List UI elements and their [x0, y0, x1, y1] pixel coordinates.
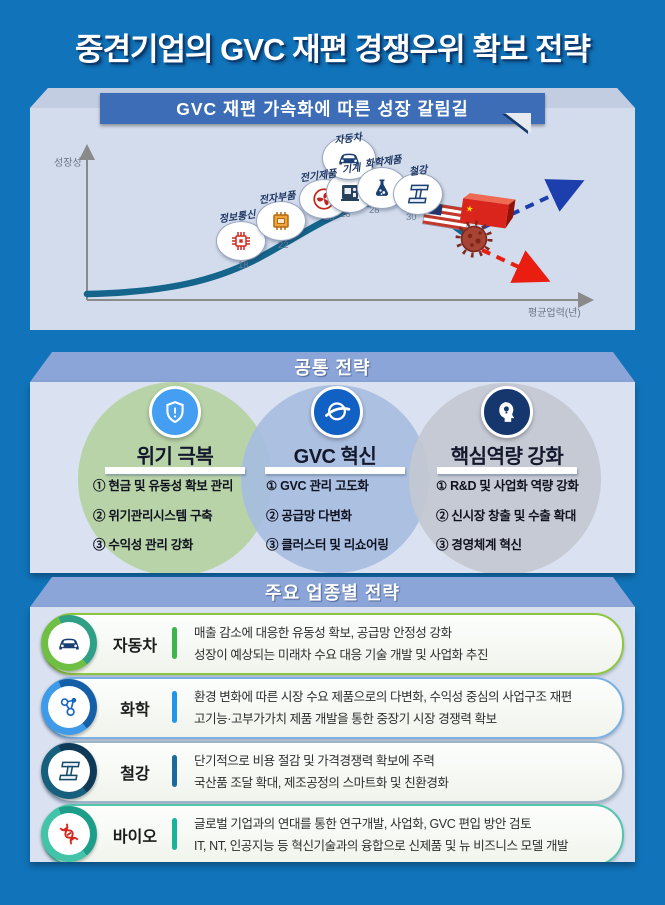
divider-bar — [172, 691, 177, 723]
title-underline — [437, 467, 577, 474]
steel-beam-icon — [405, 181, 431, 207]
divider-bar — [172, 818, 177, 850]
machine-icon — [338, 180, 362, 204]
chip-icon — [269, 209, 293, 233]
steel-beam-glyph — [58, 761, 80, 781]
common-strategy-panel: 위기 극복 GVC 혁신 핵심역량 강화 ① 현금 및 유동성 확보 관리 ② … — [30, 382, 635, 573]
age-tick: 26 — [340, 209, 351, 220]
strategy-line: 단기적으로 비용 절감 및 가격경쟁력 확보에 주력 — [194, 754, 435, 768]
steel-beam-icon — [41, 743, 97, 799]
industry-row-automobile: 자동차 매출 감소에 대응한 유동성 확보, 공급망 안정성 강화 성장이 예상… — [41, 613, 624, 675]
node-electronic-parts — [256, 201, 306, 241]
crisis-items: ① 현금 및 유동성 확보 관리 ② 위기관리시스템 구축 ③ 수익성 관리 강… — [93, 472, 233, 561]
age-tick: 30 — [406, 212, 417, 223]
industry-lines: 환경 변화에 따른 시장 수요 제품으로의 다변화, 수익성 중심의 사업구조 … — [194, 679, 572, 737]
industry-name: 화학 — [120, 702, 150, 719]
group-title: 핵심역량 강화 — [450, 446, 564, 468]
china-flag-icon — [460, 192, 516, 229]
common-strategy-header-label: 공통 전략 — [294, 358, 371, 378]
industry-lines: 글로벌 기업과의 연대를 통한 연구개발, 사업화, GVC 편입 방안 검토 … — [194, 806, 569, 862]
group-title: 위기 극복 — [136, 446, 214, 468]
list-item: ③ 수익성 관리 강화 — [93, 538, 194, 552]
node-automobile — [322, 136, 376, 180]
strategy-line: 매출 감소에 대응한 유동성 확보, 공급망 안정성 강화 — [194, 626, 452, 640]
gvc-items: ① GVC 관리 고도화 ② 공급망 다변화 ③ 클러스터 및 리쇼어링 — [266, 472, 389, 561]
icon-inner — [48, 750, 90, 792]
age-tick: 18 — [238, 260, 249, 271]
head-glyph — [499, 402, 515, 422]
strategy-line: 성장이 예상되는 미래차 수요 대응 기술 개발 및 사업화 추진 — [194, 648, 489, 662]
globe-glyph — [325, 402, 351, 421]
list-item: ② 신시장 창출 및 수출 확대 — [436, 508, 577, 523]
divider-bar — [172, 627, 177, 659]
page-title: 중견기업의 GVC 재편 경쟁우위 확보 전략 — [74, 32, 591, 67]
strategy-line: IT, NT, 인공지능 등 혁신기술과의 융합으로 신제품 및 뉴 비즈니스 … — [194, 839, 569, 853]
downside-arrow — [482, 250, 536, 275]
list-item: ② 위기관리시스템 구축 — [93, 508, 213, 523]
age-tick: 22 — [278, 240, 289, 251]
divider-bar — [172, 755, 177, 787]
car-icon — [334, 145, 364, 171]
x-axis-label: 평균업력(년) — [528, 308, 581, 319]
car-glyph — [59, 638, 79, 650]
list-item: ③ 경영체계 혁신 — [436, 538, 522, 552]
globe-orbit-icon — [311, 386, 363, 438]
title-underline — [105, 467, 245, 474]
shield-glyph — [166, 400, 184, 424]
strategy-line: 환경 변화에 따른 시장 수요 제품으로의 다변화, 수익성 중심의 사업구조 … — [194, 690, 572, 704]
list-item: ② 공급망 다변화 — [266, 508, 352, 523]
competency-items: ① R&D 및 사업화 역량 강화 ② 신시장 창출 및 수출 확대 ③ 경영체… — [436, 472, 579, 561]
virus-icon — [458, 223, 490, 255]
dna-icon — [41, 806, 97, 862]
list-item: ① GVC 관리 고도화 — [266, 479, 369, 493]
industry-name: 자동차 — [112, 638, 158, 655]
node-steel — [393, 173, 443, 215]
strategy-line: 글로벌 기업과의 연대를 통한 연구개발, 사업화, GVC 편입 방안 검토 — [194, 817, 532, 831]
list-item: ① R&D 및 사업화 역량 강화 — [436, 479, 579, 493]
industry-row-steel: 철강 단기적으로 비용 절감 및 가격경쟁력 확보에 주력 국산품 조달 확대,… — [41, 741, 624, 803]
industry-strategy-panel: 자동차 매출 감소에 대응한 유동성 확보, 공급망 안정성 강화 성장이 예상… — [30, 607, 635, 862]
icon-inner — [48, 813, 90, 855]
industry-name: 철강 — [120, 766, 150, 783]
flask-icon — [370, 176, 394, 200]
strategy-line: 고기능·고부가가치 제품 개발을 통한 중장기 시장 경쟁력 확보 — [194, 712, 497, 726]
car-icon — [41, 615, 97, 671]
strategy-line: 국산품 조달 확대, 제조공정의 스마트화 및 친환경화 — [194, 776, 449, 790]
industry-lines: 단기적으로 비용 절감 및 가격경쟁력 확보에 주력 국산품 조달 확대, 제조… — [194, 743, 449, 801]
head-bulb-icon — [481, 386, 533, 438]
industry-lines: 매출 감소에 대응한 유동성 확보, 공급망 안정성 강화 성장이 예상되는 미… — [194, 615, 488, 673]
molecule-glyph — [60, 697, 77, 717]
common-strategy-header: 공통 전략 — [30, 352, 635, 382]
folded-corner-icon — [505, 113, 531, 133]
dna-glyph — [59, 823, 79, 845]
molecule-icon — [41, 679, 97, 735]
shield-alert-icon — [149, 386, 201, 438]
title-underline — [265, 467, 405, 474]
list-item: ① 현금 및 유동성 확보 관리 — [93, 479, 234, 493]
industry-strategy-header: 주요 업종별 전략 — [30, 577, 635, 607]
list-item: ③ 클러스터 및 리쇼어링 — [266, 538, 389, 552]
circuit-chip-icon — [229, 229, 253, 253]
chart-banner: GVC 재편 가속화에 따른 성장 갈림길 — [100, 93, 545, 124]
age-tick: 28 — [369, 205, 380, 216]
chart-banner-label: GVC 재편 가속화에 따른 성장 갈림길 — [176, 99, 469, 119]
y-axis-label: 성장성 — [54, 158, 82, 169]
group-title: GVC 혁신 — [293, 446, 377, 468]
icon-inner — [48, 686, 90, 728]
industry-row-chemical: 화학 환경 변화에 따른 시장 수요 제품으로의 다변화, 수익성 중심의 사업… — [41, 677, 624, 739]
industry-name: 바이오 — [112, 829, 158, 846]
industry-strategy-header-label: 주요 업종별 전략 — [265, 583, 400, 603]
growth-chart-panel: GVC 재편 가속화에 따른 성장 갈림길 — [30, 88, 635, 330]
icon-inner — [48, 622, 90, 664]
industry-row-bio: 바이오 글로벌 기업과의 연대를 통한 연구개발, 사업화, GVC 편입 방안… — [41, 804, 624, 862]
